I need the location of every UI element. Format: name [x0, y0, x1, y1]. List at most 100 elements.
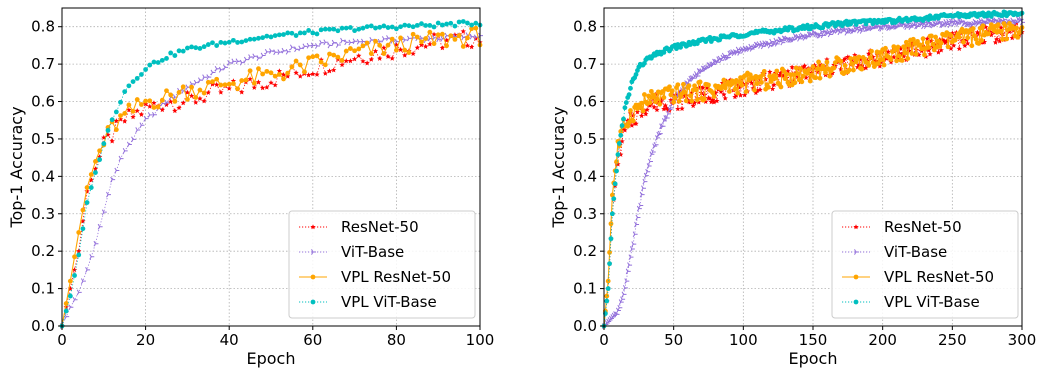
data-point: [628, 85, 633, 91]
data-point: [272, 82, 278, 88]
data-point: [327, 42, 333, 49]
series-vpl-resnet-50: [601, 20, 1025, 329]
data-point: [89, 253, 95, 260]
data-point: [460, 19, 466, 24]
data-point: [789, 64, 795, 70]
data-point: [642, 60, 647, 66]
data-point: [402, 52, 408, 58]
data-point: [364, 24, 370, 29]
data-point: [243, 38, 249, 44]
data-point: [276, 32, 282, 38]
data-point: [676, 98, 682, 104]
y-tick-label: 0.2: [31, 242, 55, 260]
data-point: [611, 196, 617, 202]
data-point: [876, 60, 881, 66]
data-point: [645, 168, 651, 175]
data-point: [690, 103, 696, 109]
data-point: [381, 44, 387, 51]
data-point: [256, 35, 261, 41]
data-point: [910, 36, 916, 42]
legend-marker: [310, 224, 316, 230]
data-point: [122, 118, 128, 124]
data-point: [356, 46, 362, 52]
data-point: [280, 71, 287, 77]
data-point: [778, 84, 784, 90]
data-point: [444, 43, 449, 49]
data-point: [406, 23, 412, 29]
data-point: [452, 23, 458, 29]
data-point: [695, 73, 701, 79]
data-point: [360, 43, 366, 49]
data-point: [894, 58, 899, 64]
data-point: [339, 58, 345, 63]
y-tick-label: 0.7: [573, 55, 597, 73]
data-point: [155, 104, 161, 110]
data-point: [615, 161, 621, 167]
data-point: [331, 67, 337, 73]
data-point: [76, 289, 82, 296]
data-point: [285, 73, 291, 79]
data-point: [805, 71, 810, 76]
data-point: [623, 100, 629, 105]
data-point: [608, 221, 614, 227]
data-point: [315, 43, 320, 49]
data-point: [959, 26, 965, 32]
data-point: [653, 141, 659, 148]
data-point: [832, 60, 838, 66]
data-point: [131, 136, 137, 143]
data-point: [614, 311, 620, 318]
data-point: [348, 25, 353, 30]
data-point: [1014, 25, 1019, 31]
data-point: [368, 51, 374, 57]
data-point: [938, 40, 944, 46]
data-point: [925, 47, 932, 53]
data-point: [227, 60, 233, 66]
data-point: [360, 58, 366, 64]
data-point: [147, 62, 153, 68]
data-point: [681, 81, 686, 87]
data-point: [810, 64, 816, 70]
data-point: [356, 38, 362, 45]
data-point: [264, 33, 270, 39]
data-point: [394, 47, 399, 53]
data-point: [264, 68, 270, 74]
data-point: [683, 92, 689, 98]
data-point: [402, 47, 408, 53]
legend-label: VPL ViT-Base: [884, 293, 980, 311]
data-point: [759, 80, 764, 85]
data-point: [214, 65, 220, 72]
data-point: [766, 84, 771, 90]
data-point: [164, 99, 170, 106]
data-point: [781, 68, 787, 74]
data-point: [769, 86, 776, 92]
data-point: [624, 278, 630, 284]
data-point: [632, 231, 638, 238]
data-point: [618, 132, 624, 138]
data-point: [938, 47, 944, 53]
data-point: [410, 50, 416, 57]
data-point: [683, 98, 689, 104]
data-point: [180, 48, 186, 54]
data-point: [293, 33, 299, 38]
data-point: [251, 36, 257, 42]
data-point: [310, 54, 316, 60]
x-tick-label: 100: [466, 331, 495, 349]
data-point: [331, 26, 337, 32]
data-point: [654, 96, 660, 102]
data-point: [784, 71, 789, 77]
data-point: [423, 23, 429, 28]
data-point: [239, 89, 245, 95]
data-point: [385, 25, 391, 30]
data-point: [297, 73, 303, 79]
data-point: [947, 22, 953, 28]
data-point: [439, 31, 445, 37]
data-point: [879, 26, 885, 32]
data-point: [210, 69, 216, 76]
data-point: [176, 48, 182, 54]
data-point: [88, 172, 94, 177]
y-tick-label: 0.4: [573, 167, 597, 185]
data-point: [143, 67, 149, 72]
data-point: [616, 140, 622, 146]
y-tick-label: 0.0: [31, 317, 55, 335]
data-point: [247, 36, 253, 42]
